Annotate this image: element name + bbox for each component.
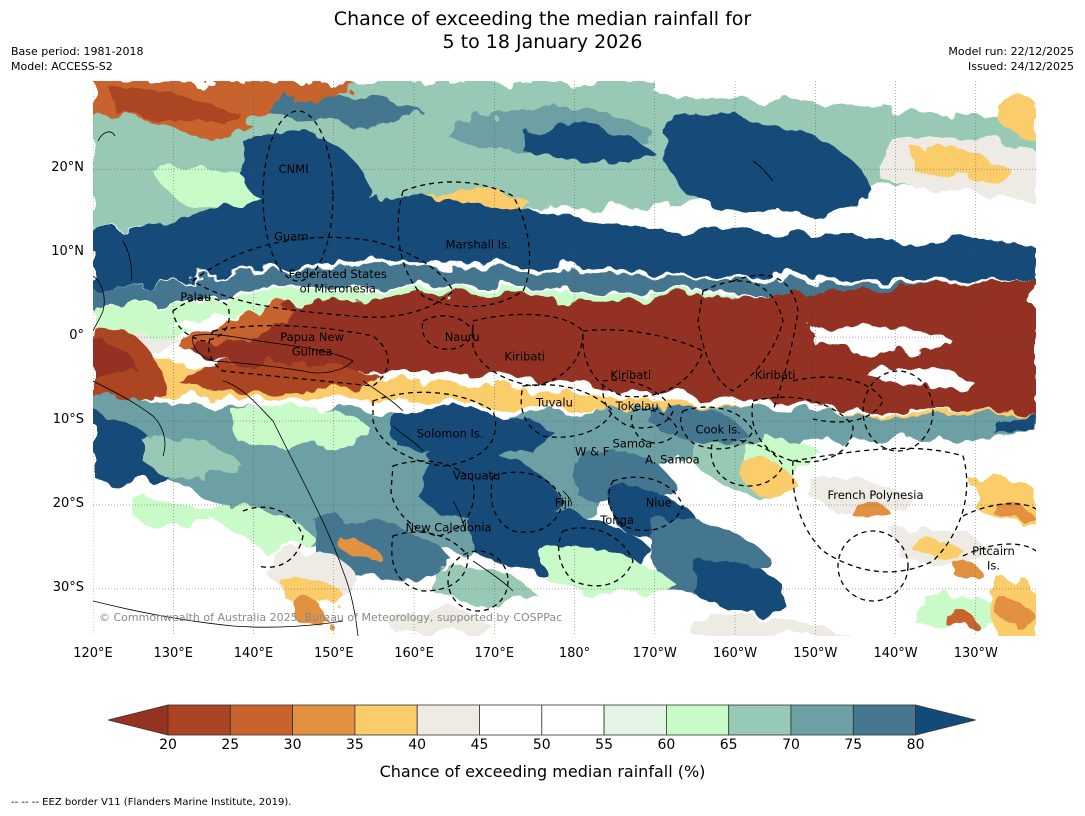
region-label: Pitcairn <box>972 544 1015 558</box>
region-label: Fiji <box>555 495 570 509</box>
colorbar-segment <box>167 704 231 736</box>
region-label: Guam <box>274 229 308 243</box>
colorbar-tick-label: 45 <box>470 737 489 753</box>
region-label: Tonga <box>599 513 634 527</box>
eez-borders <box>172 110 1036 612</box>
title-line-1: Chance of exceeding the median rainfall … <box>333 8 752 30</box>
latitude-tick-label: 10°N <box>51 244 84 260</box>
region-label: Palau <box>180 290 211 304</box>
latitude-tick-label: 20°S <box>52 496 84 512</box>
colorbar-tick-label: 80 <box>906 737 925 753</box>
colorbar-tick-label: 75 <box>844 737 863 753</box>
colorbar-tick-label: 20 <box>159 737 177 753</box>
region-label: of Micronesia <box>300 281 376 295</box>
colorbar-tick-label: 60 <box>657 737 676 753</box>
rainfall-map[interactable]: CNMI Guam Marshall Is. Federated States of M… <box>93 81 1036 636</box>
colorbar-tick-label: 30 <box>283 737 302 753</box>
issued-date: Issued: 24/12/2025 <box>967 60 1074 73</box>
region-label: A. Samoa <box>645 453 700 467</box>
region-label: Kiribati <box>504 349 545 363</box>
region-label: Kiribati <box>610 368 651 382</box>
colorbar-segment <box>416 704 480 736</box>
region-label: CNMI <box>279 162 309 176</box>
base-period: Base period: 1981-2018 <box>11 45 144 58</box>
longitude-tick-label: 140°W <box>873 646 918 661</box>
eez-legend-note: -- -- -- EEZ border V11 (Flanders Marine… <box>11 797 292 808</box>
region-label: Is. <box>987 558 1000 572</box>
colorbar-segment <box>354 704 418 736</box>
latitude-tick-label: 0° <box>69 328 84 344</box>
coastlines <box>93 131 774 636</box>
region-label: W & F <box>575 444 609 458</box>
region-label: Kiribati <box>755 368 796 382</box>
latitude-tick-label: 20°N <box>51 160 84 176</box>
colorbar-tick-label: 35 <box>345 737 364 753</box>
colorbar-segment <box>852 704 916 736</box>
colorbar <box>108 704 976 736</box>
latitude-tick-label: 10°S <box>52 412 84 428</box>
copyright-notice: © Commonwealth of Australia 2025, Bureau… <box>99 611 562 624</box>
colorbar-under-arrow <box>108 704 169 736</box>
region-label: Papua New <box>280 330 344 344</box>
latitude-tick-label: 30°S <box>52 579 84 595</box>
colorbar-segment <box>666 704 730 736</box>
graticule <box>93 81 1036 636</box>
region-label: Niue <box>646 495 672 509</box>
run-info: Model run: 22/12/2025 Issued: 24/12/2025 <box>948 44 1074 74</box>
longitude-tick-label: 170°E <box>474 646 515 661</box>
colorbar-segment <box>479 704 543 736</box>
colorbar-over-arrow <box>915 704 976 736</box>
colorbar-segment <box>292 704 356 736</box>
region-label: Samoa <box>612 437 652 451</box>
region-label: Solomon Is. <box>417 427 484 441</box>
longitude-tick-label: 170°W <box>632 646 677 661</box>
longitude-tick-label: 130°W <box>953 646 998 661</box>
colorbar-segment <box>790 704 854 736</box>
region-label: Nauru <box>445 330 480 344</box>
colorbar-tick-label: 65 <box>719 737 738 753</box>
title-line-2: 5 to 18 January 2026 <box>442 31 643 53</box>
longitude-tick-label: 180° <box>558 646 591 661</box>
rainfall-field <box>93 81 1036 636</box>
longitude-tick-label: 160°W <box>712 646 758 661</box>
colorbar-tick-label: 25 <box>221 737 240 753</box>
region-label: Tokelau <box>615 399 659 413</box>
colorbar-segment <box>229 704 294 736</box>
colorbar-segment <box>728 704 792 736</box>
region-label: Vanuatu <box>453 469 500 483</box>
region-label: New Caledonia <box>406 521 492 535</box>
chart-title: Chance of exceeding the median rainfall … <box>0 8 1085 54</box>
colorbar-label: Chance of exceeding median rainfall (%) <box>379 762 706 781</box>
model-run: Model run: 22/12/2025 <box>948 45 1074 58</box>
region-label: Cook Is. <box>695 422 740 436</box>
longitude-tick-label: 140°E <box>233 646 274 661</box>
longitude-tick-label: 150°W <box>793 646 838 661</box>
region-label: Tuvalu <box>535 396 573 410</box>
colorbar-segment <box>541 704 605 736</box>
longitude-tick-label: 120°E <box>73 646 113 661</box>
model-info: Base period: 1981-2018 Model: ACCESS-S2 <box>11 44 143 74</box>
colorbar-tick-label: 50 <box>532 737 551 753</box>
colorbar-tick-label: 40 <box>408 737 427 753</box>
region-label: French Polynesia <box>827 488 923 502</box>
region-label: Guinea <box>292 344 333 358</box>
longitude-tick-label: 150°E <box>314 646 354 661</box>
model-name: Model: ACCESS-S2 <box>11 60 113 73</box>
longitude-tick-label: 160°E <box>394 646 434 661</box>
colorbar-tick-label: 55 <box>595 737 614 753</box>
longitude-tick-label: 130°E <box>153 646 194 661</box>
region-label: Federated States <box>289 267 387 281</box>
region-label: Marshall Is. <box>446 238 511 252</box>
colorbar-tick-label: 70 <box>782 737 800 753</box>
colorbar-segment <box>603 704 667 736</box>
